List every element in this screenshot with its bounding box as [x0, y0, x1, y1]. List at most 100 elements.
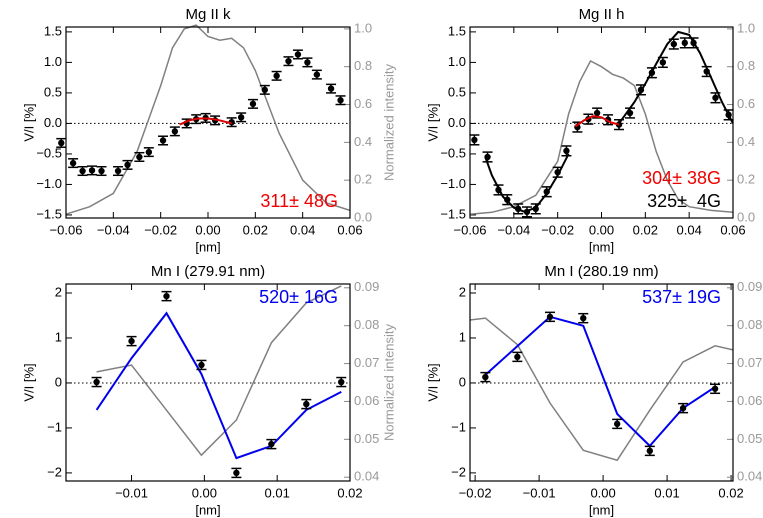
x-tick-label: 0.02	[243, 222, 268, 237]
panel-title: Mg II h	[579, 6, 625, 23]
fit-line	[179, 117, 232, 126]
data-point	[554, 169, 561, 176]
y2-tick-label: 0.08	[737, 317, 762, 332]
data-point	[88, 167, 96, 174]
y2-tick-label: 0.6	[737, 96, 755, 111]
panel: Mn I (279.91 nm) [nm] V/I [%] Normalized in…	[21, 263, 396, 517]
data-point	[159, 137, 167, 144]
data-point	[703, 68, 710, 75]
y2-tick-label: 0.2	[354, 172, 372, 187]
data-point	[313, 71, 321, 78]
data-point	[93, 378, 100, 386]
data-point	[514, 353, 521, 361]
x-tick-label: −0.06	[50, 222, 83, 237]
annotation: 311± 48G	[260, 191, 338, 211]
data-point	[711, 385, 719, 392]
y2-tick-label: 0.4	[354, 134, 372, 149]
data-point	[679, 404, 687, 412]
data-point	[303, 400, 310, 408]
data-point	[237, 114, 245, 121]
data-point	[580, 314, 587, 322]
data-point	[124, 161, 131, 169]
data-point	[648, 69, 656, 76]
x-tick-label: −0.06	[454, 222, 487, 237]
y-axis-label: V/I [%]	[425, 103, 440, 141]
data-point	[79, 167, 86, 175]
fit-line	[574, 115, 620, 128]
data-point	[58, 139, 65, 147]
y-tick-label: 0	[459, 374, 466, 389]
y-tick-label: 1	[459, 329, 466, 344]
data-point	[593, 109, 601, 117]
x-tick-label: 0.02	[718, 485, 743, 500]
data-point	[261, 86, 268, 94]
y2-tick-label: 0.08	[354, 317, 379, 332]
data-point	[484, 153, 491, 161]
y-tick-label: −1.5	[36, 206, 62, 221]
data-point	[532, 205, 539, 213]
data-point	[637, 86, 645, 94]
x-tick-label: 0.01	[654, 485, 679, 500]
data-point	[327, 85, 335, 92]
y-tick-label: 0	[55, 374, 62, 389]
annotation: 520± 16G	[259, 287, 338, 307]
data-point	[646, 447, 654, 455]
panel-title: Mg II k	[185, 6, 231, 23]
y2-tick-label: 0.07	[737, 355, 762, 370]
y-tick-label: 0.0	[448, 115, 466, 130]
data-point	[482, 373, 489, 381]
y2-tick-label: 1.0	[737, 20, 755, 35]
y2-tick-label: 0.8	[354, 58, 372, 73]
data-point	[198, 361, 205, 369]
annotation: 325± 4G	[647, 191, 721, 211]
data-point	[659, 59, 667, 66]
x-tick-label: −0.01	[523, 485, 556, 500]
y-tick-label: −1.0	[36, 176, 62, 191]
y2-tick-label: 0.04	[737, 469, 762, 484]
y-tick-label: −0.5	[36, 145, 62, 160]
x-tick-label: −0.04	[97, 222, 130, 237]
y2-tick-label: 0.0	[354, 209, 372, 224]
data-point	[163, 292, 170, 300]
data-point	[69, 159, 77, 167]
y-tick-label: 0.5	[448, 84, 466, 99]
x-tick-label: 0.01	[265, 485, 290, 500]
data-point	[563, 147, 570, 155]
data-point	[338, 378, 345, 386]
intensity-line	[96, 285, 342, 457]
x-tick-label: 0.00	[590, 485, 615, 500]
x-axis-label: [nm]	[195, 502, 220, 517]
data-point	[495, 186, 502, 194]
data-point	[681, 39, 688, 47]
x-tick-label: 0.04	[677, 222, 702, 237]
y-tick-label: −1	[451, 419, 466, 434]
x-tick-label: 0.06	[720, 222, 745, 237]
y-tick-label: 1	[55, 329, 62, 344]
y-tick-label: 0.5	[44, 84, 62, 99]
data-point	[546, 313, 554, 321]
data-point	[504, 196, 511, 203]
intensity-line	[469, 59, 734, 215]
y2-tick-label: 0.05	[354, 431, 379, 446]
data-point	[613, 420, 621, 428]
data-point	[304, 59, 311, 66]
y-tick-label: −2	[451, 464, 466, 479]
fit-line	[95, 311, 342, 460]
x-tick-label: −0.02	[144, 222, 177, 237]
y2-tick-label: 0.07	[354, 355, 379, 370]
y-axis-label: V/I [%]	[425, 363, 440, 401]
fit-line	[484, 315, 716, 448]
data-point	[523, 208, 531, 216]
y2-tick-label: 0.6	[354, 96, 372, 111]
y-axis-label: V/I [%]	[21, 103, 36, 141]
x-tick-label: 0.06	[337, 222, 362, 237]
panel-title: Mn I (279.91 nm)	[151, 263, 265, 280]
data-point	[471, 136, 478, 144]
data-point	[273, 72, 280, 80]
x-tick-label: 0.00	[589, 222, 614, 237]
x-tick-label: 0.00	[195, 222, 220, 237]
data-point	[285, 57, 292, 65]
data-point	[114, 167, 122, 175]
y2-tick-label: 0.2	[737, 172, 755, 187]
plot-frame	[469, 283, 734, 482]
